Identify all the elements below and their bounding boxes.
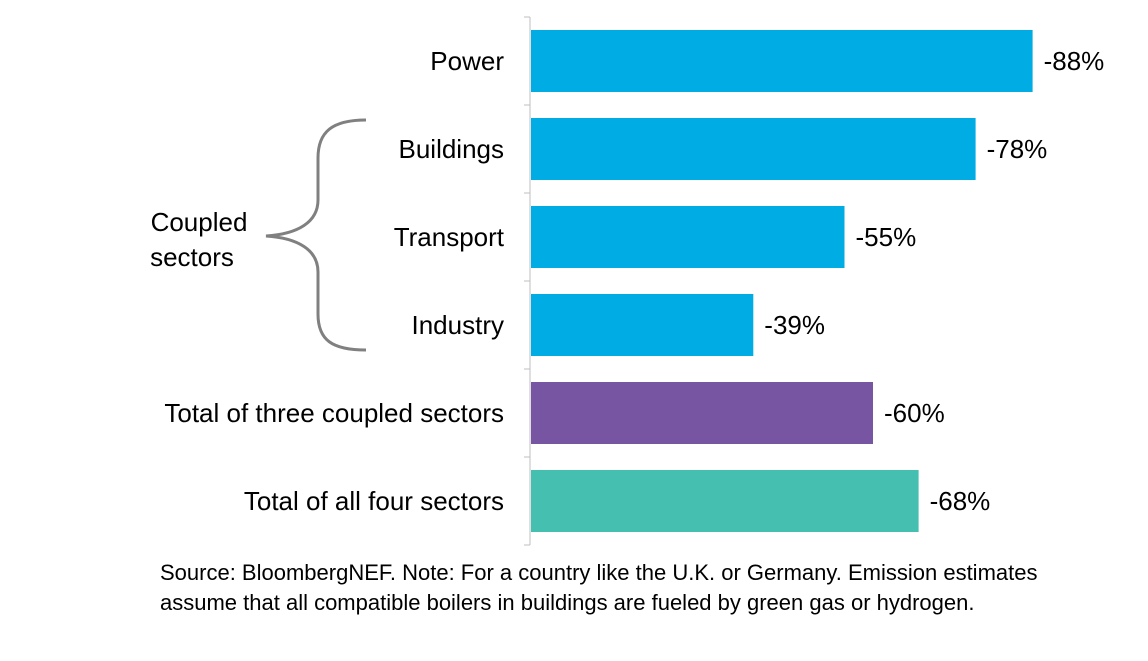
value-label: -39% xyxy=(764,310,825,340)
brace-label-line-1: Coupled xyxy=(151,207,248,237)
value-label: -68% xyxy=(930,486,991,516)
coupled-sectors-brace: Coupled sectors xyxy=(150,118,367,352)
bar xyxy=(531,470,919,532)
brace-icon xyxy=(265,118,367,352)
value-label: -88% xyxy=(1044,46,1105,76)
category-label: Total of all four sectors xyxy=(244,486,504,516)
bar xyxy=(531,382,873,444)
category-label: Transport xyxy=(394,222,505,252)
category-labels: Power Buildings Transport Industry Total of … xyxy=(164,46,504,516)
category-axis xyxy=(524,16,531,546)
category-label: Buildings xyxy=(398,134,504,164)
bars xyxy=(531,30,1033,532)
value-label: -78% xyxy=(987,134,1048,164)
category-label: Power xyxy=(430,46,504,76)
bar xyxy=(531,294,754,356)
bar xyxy=(531,206,845,268)
value-label: -55% xyxy=(856,222,917,252)
bar xyxy=(531,30,1033,92)
value-label: -60% xyxy=(884,398,945,428)
value-labels: -88% -78% -55% -39% -60% -68% xyxy=(764,46,1104,516)
bar xyxy=(531,118,976,180)
source-note: Source: BloombergNEF. Note: For a countr… xyxy=(160,560,1038,615)
category-label: Total of three coupled sectors xyxy=(164,398,504,428)
category-label: Industry xyxy=(412,310,505,340)
brace-label-line-2: sectors xyxy=(150,242,234,272)
chart: Power Buildings Transport Industry Total of … xyxy=(150,16,1104,546)
